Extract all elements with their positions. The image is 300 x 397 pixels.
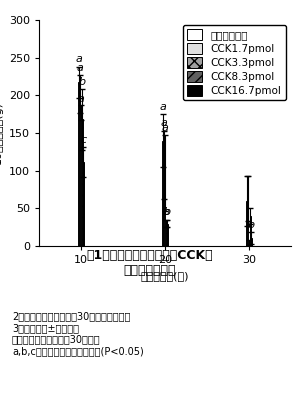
- Text: 2時間給与の給飼開始後30分までの採食量
3頭の平均値±標準誤差
注入は給飼開始時から30分まで
a,b,c：異文字間に有意差あり(P<0.05): 2時間給与の給飼開始後30分までの採食量 3頭の平均値±標準誤差 注入は給飼開始…: [12, 311, 144, 356]
- Text: a: a: [159, 102, 166, 112]
- Bar: [83, 162, 84, 246]
- Text: 図1．第三脳室注入によるCCKの
採食量抑制効果: 図1．第三脳室注入によるCCKの 採食量抑制効果: [87, 249, 213, 278]
- Bar: [167, 224, 168, 246]
- Text: a: a: [75, 54, 82, 64]
- Bar: [162, 141, 163, 246]
- Text: a: a: [78, 94, 84, 104]
- Bar: [248, 242, 250, 246]
- Bar: [246, 201, 247, 246]
- Text: b: b: [79, 77, 86, 87]
- Bar: [78, 83, 79, 246]
- Bar: [166, 224, 167, 246]
- Text: a: a: [76, 63, 83, 73]
- Bar: [164, 173, 166, 246]
- Y-axis label: 10分間採食量(g): 10分間採食量(g): [0, 102, 3, 164]
- Text: b: b: [164, 208, 171, 218]
- Text: b: b: [163, 208, 170, 218]
- Bar: [251, 238, 252, 246]
- Bar: [82, 119, 83, 246]
- Text: a: a: [162, 123, 168, 133]
- Text: c: c: [80, 135, 86, 145]
- Text: a: a: [160, 118, 167, 129]
- Text: b: b: [248, 220, 255, 230]
- X-axis label: 給飼後時間(分): 給飼後時間(分): [141, 271, 189, 281]
- Bar: [80, 113, 82, 246]
- Legend: 人工脳脊髄液, CCK1.7pmol, CCK3.3pmol, CCK8.3pmol, CCK16.7pmol: 人工脳脊髄液, CCK1.7pmol, CCK3.3pmol, CCK8.3pm…: [183, 25, 286, 100]
